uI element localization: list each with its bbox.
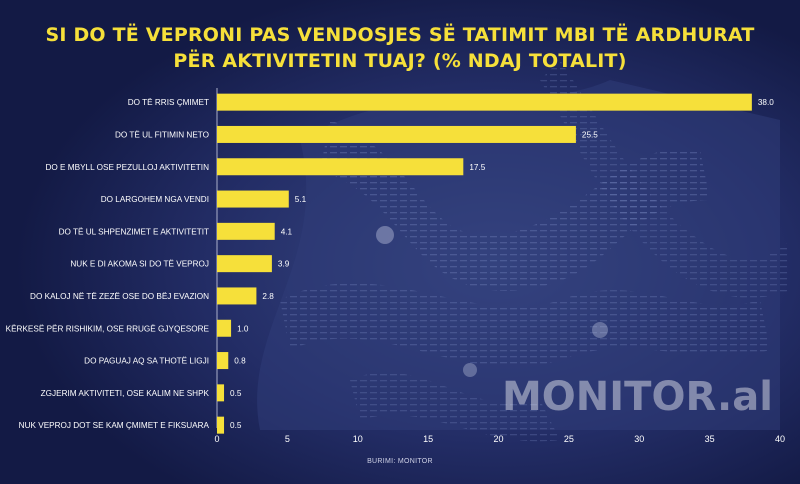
value-label: 2.8 bbox=[262, 292, 274, 301]
category-label: DO LARGOHEM NGA VENDI bbox=[101, 195, 209, 204]
value-label: 17.5 bbox=[469, 163, 485, 172]
x-tick-label: 35 bbox=[705, 434, 715, 444]
category-label: NUK VEPROJ DOT SE KAM ÇMIMET E FIKSUARA bbox=[19, 421, 210, 430]
bar bbox=[217, 93, 752, 111]
category-label: DO TË RRIS ÇMIMET bbox=[128, 97, 209, 107]
bar bbox=[217, 319, 232, 337]
category-label: NUK E DI AKOMA SI DO TË VEPROJ bbox=[70, 259, 209, 269]
bar bbox=[217, 222, 275, 240]
category-label: DO E MBYLL OSE PEZULLOJ AKTIVITETIN bbox=[46, 163, 210, 172]
bar bbox=[217, 287, 257, 305]
category-label: ZGJERIM AKTIVITETI, OSE KALIM NE SHPK bbox=[41, 389, 210, 398]
value-label: 0.8 bbox=[234, 357, 246, 366]
x-tick-label: 20 bbox=[493, 434, 503, 444]
source-note: BURIMI: MONITOR bbox=[367, 458, 433, 465]
bar bbox=[217, 255, 272, 273]
watermark-logo: MONITOR.al bbox=[502, 374, 773, 420]
bar bbox=[217, 158, 464, 176]
value-label: 0.5 bbox=[230, 389, 242, 398]
category-label: DO TË UL SHPENZIMET E AKTIVITETIT bbox=[59, 226, 209, 236]
bar bbox=[217, 352, 229, 370]
chart-title-line-1: SI DO TË VEPRONI PAS VENDOSJES SË TATIMI… bbox=[45, 24, 755, 46]
value-label: 1.0 bbox=[237, 324, 249, 333]
chart-title-line-2: PËR AKTIVITETIN TUAJ? (% NDAJ TOTALIT) bbox=[173, 50, 627, 72]
bar bbox=[217, 384, 225, 402]
x-tick-label: 15 bbox=[423, 434, 433, 444]
x-tick-label: 25 bbox=[564, 434, 574, 444]
value-label: 0.5 bbox=[230, 421, 242, 430]
bar bbox=[217, 416, 225, 434]
value-label: 25.5 bbox=[582, 130, 598, 139]
category-label: DO PAGUAJ AQ SA THOTË LIGJI bbox=[84, 356, 209, 366]
value-label: 5.1 bbox=[295, 195, 307, 204]
value-label: 38.0 bbox=[758, 98, 774, 107]
x-tick-label: 10 bbox=[353, 434, 363, 444]
x-tick-label: 40 bbox=[775, 434, 785, 444]
x-tick-label: 30 bbox=[634, 434, 644, 444]
bar bbox=[217, 190, 289, 208]
x-tick-label: 0 bbox=[214, 434, 219, 444]
value-label: 4.1 bbox=[281, 227, 293, 236]
category-label: DO TË UL FITIMIN NETO bbox=[115, 129, 209, 139]
category-label: KËRKESË PËR RISHIKIM, OSE RRUGË GJYQESOR… bbox=[6, 323, 210, 333]
category-label: DO KALOJ NË TË ZEZË OSE DO BËJ EVAZION bbox=[30, 291, 209, 301]
value-label: 3.9 bbox=[278, 260, 290, 269]
bar bbox=[217, 125, 576, 143]
x-tick-label: 5 bbox=[285, 434, 290, 444]
